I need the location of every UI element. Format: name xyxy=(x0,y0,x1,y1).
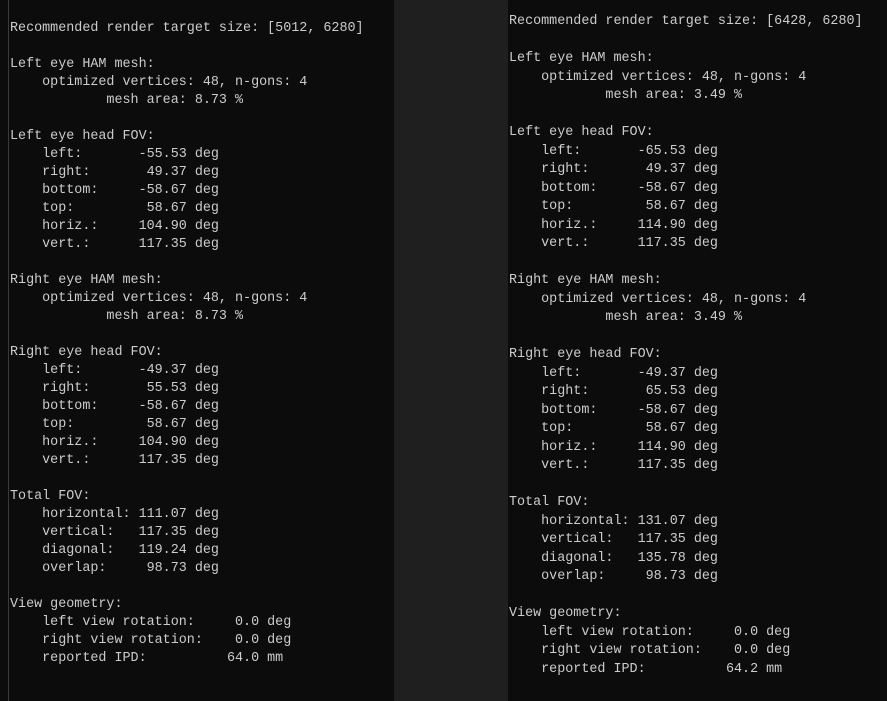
terminal-line: right: 55.53 deg xyxy=(10,381,219,396)
terminal-line: left: -49.37 deg xyxy=(10,363,219,378)
terminal-line: Right eye HAM mesh: xyxy=(10,273,163,288)
terminal-line: vertical: 117.35 deg xyxy=(10,525,219,540)
terminal-line: left: -49.37 deg xyxy=(509,365,718,381)
terminal-line: Total FOV: xyxy=(10,489,91,504)
terminal-line: horizontal: 111.07 deg xyxy=(10,507,219,522)
left-window-edge xyxy=(0,0,8,701)
terminal-line: mesh area: 8.73 % xyxy=(10,309,244,324)
terminal-line: vert.: 117.35 deg xyxy=(10,453,219,468)
terminal-line xyxy=(10,326,364,344)
terminal-line: right: 49.37 deg xyxy=(509,162,718,177)
terminal-line: left: -65.53 deg xyxy=(509,143,718,159)
terminal-line: Right eye HAM mesh: xyxy=(509,273,662,288)
terminal-line: top: 58.67 deg xyxy=(10,201,219,216)
terminal-line xyxy=(10,110,364,128)
terminal-line xyxy=(509,106,863,125)
terminal-line: Right eye head FOV: xyxy=(10,345,163,360)
terminal-line: overlap: 98.73 deg xyxy=(509,569,718,584)
terminal-line: diagonal: 119.24 deg xyxy=(10,543,219,558)
terminal-line: horiz.: 104.90 deg xyxy=(10,435,219,450)
terminal-line: View geometry: xyxy=(10,597,123,612)
terminal-line xyxy=(509,32,863,51)
terminal-line: diagonal: 135.78 deg xyxy=(509,550,718,566)
terminal-line xyxy=(509,254,863,273)
terminal-line: reported IPD: 64.2 mm xyxy=(509,661,783,677)
terminal-line: Total FOV: xyxy=(509,495,590,510)
terminal-line: Recommended render target size: [5012, 6… xyxy=(10,21,364,36)
terminal-line xyxy=(509,328,863,347)
terminal-line: optimized vertices: 48, n-gons: 4 xyxy=(509,69,807,85)
terminal-line: optimized vertices: 48, n-gons: 4 xyxy=(509,291,807,307)
terminal-line: vertical: 117.35 deg xyxy=(509,532,718,547)
terminal-line: Left eye head FOV: xyxy=(509,125,654,140)
terminal-line xyxy=(10,38,364,56)
terminal-line: bottom: -58.67 deg xyxy=(509,402,718,418)
terminal-line xyxy=(10,470,364,488)
terminal-line: right view rotation: 0.0 deg xyxy=(10,633,292,648)
left-terminal-output: Recommended render target size: [5012, 6… xyxy=(8,0,394,701)
terminal-line: mesh area: 3.49 % xyxy=(509,310,743,325)
terminal-line: vert.: 117.35 deg xyxy=(509,236,718,251)
terminal-line xyxy=(10,254,364,272)
terminal-line: View geometry: xyxy=(509,606,622,621)
terminal-line: left view rotation: 0.0 deg xyxy=(509,624,791,640)
terminal-line: Recommended render target size: [6428, 6… xyxy=(509,14,863,29)
terminal-line: bottom: -58.67 deg xyxy=(10,183,219,198)
terminal-line: overlap: 98.73 deg xyxy=(10,561,219,576)
terminal-line: right: 65.53 deg xyxy=(509,384,718,399)
terminal-line: left view rotation: 0.0 deg xyxy=(10,615,292,630)
terminal-line: right: 49.37 deg xyxy=(10,165,219,180)
terminal-line: top: 58.67 deg xyxy=(10,417,219,432)
terminal-line: reported IPD: 64.0 mm xyxy=(10,651,284,666)
terminal-line: mesh area: 8.73 % xyxy=(10,93,244,108)
terminal-line xyxy=(509,476,863,495)
terminal-line: top: 58.67 deg xyxy=(509,421,718,436)
terminal-line: horiz.: 104.90 deg xyxy=(10,219,219,234)
terminal-line xyxy=(509,587,863,606)
left-terminal-lines: Recommended render target size: [5012, 6… xyxy=(10,20,364,668)
terminal-line xyxy=(10,578,364,596)
terminal-line: Left eye head FOV: xyxy=(10,129,155,144)
terminal-line: top: 58.67 deg xyxy=(509,199,718,214)
terminal-line: horiz.: 114.90 deg xyxy=(509,217,718,233)
terminal-line: bottom: -58.67 deg xyxy=(10,399,219,414)
terminal-line: vert.: 117.35 deg xyxy=(509,458,718,473)
terminal-line: optimized vertices: 48, n-gons: 4 xyxy=(10,291,308,306)
terminal-line: bottom: -58.67 deg xyxy=(509,180,718,196)
terminal-line: vert.: 117.35 deg xyxy=(10,237,219,252)
terminal-line: horiz.: 114.90 deg xyxy=(509,439,718,455)
terminal-line: Left eye HAM mesh: xyxy=(10,57,155,72)
right-terminal-output: Recommended render target size: [6428, 6… xyxy=(508,0,887,701)
terminal-line: horizontal: 131.07 deg xyxy=(509,513,718,529)
terminal-line: mesh area: 3.49 % xyxy=(509,88,743,103)
terminal-line: left: -55.53 deg xyxy=(10,147,219,162)
terminal-line: Right eye head FOV: xyxy=(509,347,662,362)
terminal-line: optimized vertices: 48, n-gons: 4 xyxy=(10,75,308,90)
terminal-line: right view rotation: 0.0 deg xyxy=(509,643,791,658)
right-terminal-lines: Recommended render target size: [6428, 6… xyxy=(509,13,863,679)
terminal-line: Left eye HAM mesh: xyxy=(509,51,654,66)
